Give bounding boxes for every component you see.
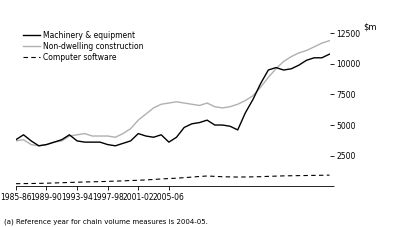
Text: (a) Reference year for chain volume measures is 2004-05.: (a) Reference year for chain volume meas… (4, 218, 208, 225)
Y-axis label: $m: $m (364, 22, 377, 32)
Legend: Machinery & equipment, Non-dwelling construction, Computer software: Machinery & equipment, Non-dwelling cons… (20, 28, 147, 65)
